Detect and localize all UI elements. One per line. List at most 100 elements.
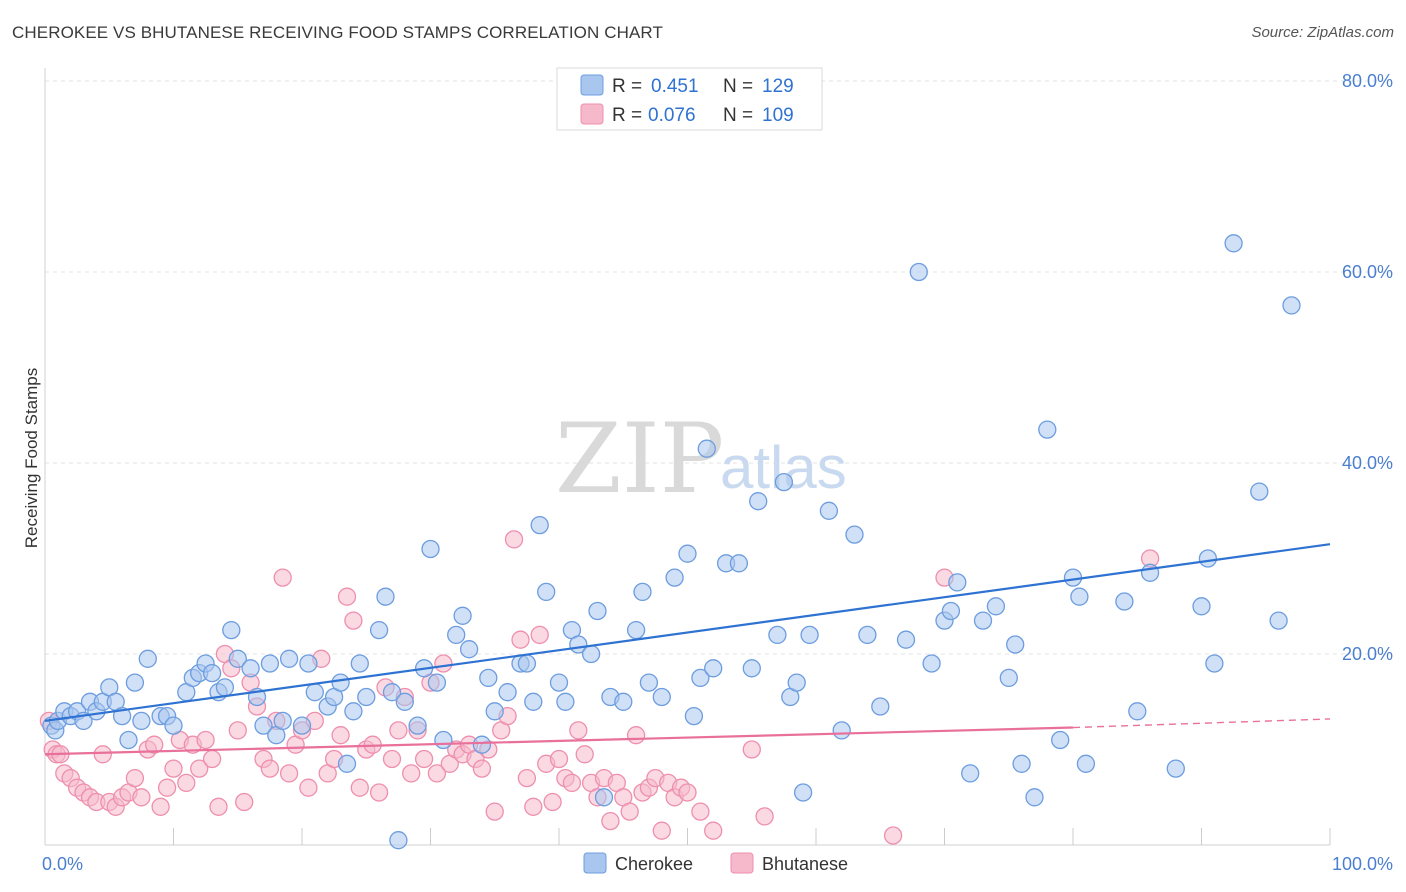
cherokee-point [704,659,723,678]
bhutanese-point [93,745,112,764]
cherokee-point [871,697,890,716]
cherokee-point [164,716,183,735]
bhutanese-point [434,654,453,673]
bhutanese-point [164,759,183,778]
cherokee-point [1140,563,1160,582]
tick-labels: 20.0% 40.0% 60.0% 80.0% 0.0% 100.0% [42,71,1393,874]
bhutanese-point [414,749,434,769]
legend-bottom-bhutanese: Bhutanese [762,854,848,874]
cherokee-point [376,587,395,606]
bhutanese-point [524,797,543,816]
cherokee-point [1166,759,1185,778]
cherokee-point [549,673,569,692]
cherokee-point [999,668,1018,688]
legend-bottom-cherokee: Cherokee [615,854,693,874]
bhutanese-point [369,783,389,802]
bhutanese-point [485,802,504,821]
cherokee-point [125,673,145,692]
cherokee-point [382,683,402,702]
cherokee-point [485,702,504,721]
bhutanese-point [273,568,292,587]
cherokee-point [344,702,363,721]
bhutanese-point [569,721,588,740]
cherokee-point [1224,234,1243,253]
bhutanese-point [382,749,402,769]
cherokee-point [447,625,466,645]
bhutanese-point [228,721,247,740]
cherokee-point [1128,702,1147,721]
bhutanese-point [344,611,363,630]
cherokee-point [517,654,537,673]
bhutanese-point [678,783,697,802]
bhutanese-point [620,802,639,821]
cherokee-point [222,620,241,640]
bhutanese-point [132,788,151,807]
cherokee-point [408,716,427,735]
bhutanese-point [691,802,710,821]
bhutanese-point [157,778,177,797]
cherokee-point [678,544,697,563]
cherokee-point [305,683,324,702]
bhutanese-point [742,740,761,759]
bhutanese-point [125,768,145,788]
gridlines [45,80,1392,655]
cherokee-point [421,539,440,559]
cherokee-point [793,783,813,802]
bhutanese-point [562,773,582,793]
cherokee-point [215,678,235,697]
cherokee-point [1198,549,1218,568]
cherokee-point [279,649,299,668]
y-axis-label: Receiving Food Stamps [22,368,41,548]
legend-bottom: Cherokee Bhutanese [583,852,848,874]
cherokee-point [357,687,376,707]
cherokee-point [1205,654,1224,673]
cherokee-point [729,554,749,573]
x-tick-label: 0.0% [42,854,83,874]
cherokee-point [691,668,710,688]
bhutanese-point [202,749,222,769]
legend-n-label-cherokee: N = [723,76,753,97]
chart-title: CHEROKEE VS BHUTANESE RECEIVING FOOD STA… [12,23,663,42]
cherokee-point [228,649,247,668]
cherokee-point [941,601,961,621]
cherokee-point [665,568,684,587]
cherokee-point [273,711,292,731]
legend-r-value-cherokee: 0.451 [651,76,699,97]
cherokee-point [472,735,492,754]
bhutanese-point [517,768,537,788]
cherokee-point [459,640,479,659]
cherokee-point [774,472,794,492]
cherokee-point [819,501,839,520]
cherokee-point [530,515,549,535]
bhutanese-point [652,821,671,840]
cherokee-point [389,831,408,850]
bhutanese-point [511,630,530,649]
bhutanese-point [704,821,723,840]
cherokee-point [626,620,646,640]
cherokee-point [594,788,614,807]
cherokee-point [948,573,967,592]
cherokee-point [1070,587,1089,606]
cherokee-point [909,262,928,282]
bhutanese-point [601,811,620,831]
y-tick-label: 80.0% [1342,71,1393,91]
cherokee-point [1115,592,1134,611]
legend-n-value-cherokee: 129 [762,76,794,97]
cherokee-point [749,492,768,511]
cherokee-point [537,582,556,602]
cherokee-point [241,659,260,678]
cherokee-point [581,644,601,664]
legend-bottom-swatch-cherokee [583,852,607,874]
trend-line-bhutanese [44,726,1074,756]
bhutanese-point [331,726,350,745]
cherokee-point [845,525,864,544]
cherokee-point [1012,754,1031,773]
cherokee-point [292,716,312,735]
cherokee-point [498,683,517,702]
legend-n-value-bhutanese: 109 [762,105,794,126]
cherokee-point [331,673,350,692]
cherokee-point [684,706,704,726]
watermark: ZIP atlas [555,403,847,515]
y-tick-label: 20.0% [1342,644,1393,664]
cherokee-point [858,625,877,645]
